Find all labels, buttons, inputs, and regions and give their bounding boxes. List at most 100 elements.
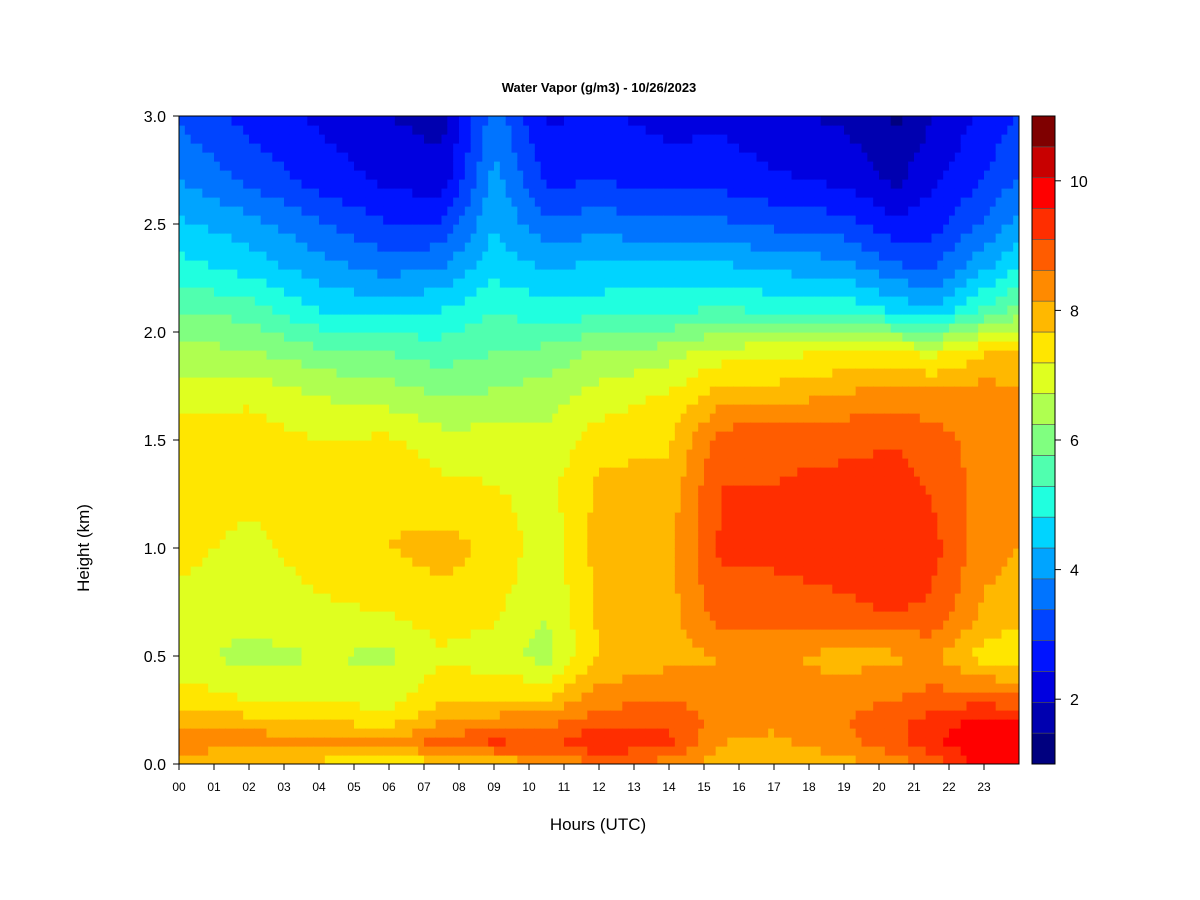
heatmap-cell <box>424 368 431 378</box>
heatmap-cell <box>494 305 501 315</box>
heatmap-cell <box>394 296 402 306</box>
heatmap-cell <box>482 539 489 549</box>
heatmap-cell <box>453 233 460 243</box>
heatmap-cell <box>482 530 489 540</box>
heatmap-cell <box>482 656 489 666</box>
heatmap-cell <box>523 413 530 423</box>
heatmap-cell <box>575 494 583 504</box>
heatmap-cell <box>494 386 501 396</box>
heatmap-cell <box>540 503 548 513</box>
heatmap-cell <box>534 719 542 729</box>
heatmap-cell <box>424 701 431 711</box>
heatmap-cell <box>301 350 308 360</box>
heatmap-cell <box>301 557 308 567</box>
heatmap-cell <box>499 476 507 486</box>
heatmap-cell <box>319 512 326 522</box>
heatmap-cell <box>447 260 454 270</box>
heatmap-cell <box>482 305 489 315</box>
heatmap-cell <box>482 359 489 369</box>
heatmap-cell <box>546 332 553 342</box>
heatmap-cell <box>394 125 402 135</box>
heatmap-cell <box>319 350 326 360</box>
heatmap-cell <box>272 359 279 369</box>
heatmap-cell <box>179 521 186 531</box>
heatmap-cell <box>453 476 460 486</box>
heatmap-cell <box>534 476 542 486</box>
heatmap-cell <box>208 134 215 144</box>
heatmap-cell <box>208 575 215 585</box>
heatmap-cell <box>389 170 396 180</box>
heatmap-cell <box>470 656 478 666</box>
heatmap-cell <box>295 134 303 144</box>
heatmap-cell <box>453 314 460 324</box>
heatmap-cell <box>406 152 413 162</box>
heatmap-cell <box>412 593 419 603</box>
heatmap-cell <box>406 737 413 747</box>
heatmap-cell <box>453 539 460 549</box>
heatmap-cell <box>295 368 303 378</box>
heatmap-cell <box>243 701 250 711</box>
heatmap-cell <box>336 422 343 432</box>
heatmap-cell <box>371 584 378 594</box>
heatmap-cell <box>476 386 483 396</box>
heatmap-cell <box>540 485 548 495</box>
heatmap-cell <box>499 305 507 315</box>
heatmap-cell <box>511 386 518 396</box>
heatmap-cell <box>400 170 408 180</box>
heatmap-cell <box>534 449 542 459</box>
heatmap-cell <box>435 665 443 675</box>
heatmap-cell <box>523 593 530 603</box>
heatmap-cell <box>441 242 448 252</box>
heatmap-cell <box>494 701 501 711</box>
heatmap-cell <box>494 548 501 558</box>
heatmap-cell <box>289 152 297 162</box>
heatmap-cell <box>336 611 343 621</box>
heatmap-cell <box>354 341 361 351</box>
heatmap-cell <box>190 575 198 585</box>
heatmap-cell <box>214 332 221 342</box>
heatmap-cell <box>190 683 198 693</box>
heatmap-cell <box>190 647 198 657</box>
heatmap-cell <box>441 350 448 360</box>
heatmap-cell <box>348 152 355 162</box>
heatmap-cell <box>278 269 285 279</box>
heatmap-cell <box>377 206 384 216</box>
heatmap-cell <box>324 413 332 423</box>
heatmap-cell <box>482 665 489 675</box>
heatmap-cell <box>284 314 291 324</box>
heatmap-cell <box>476 584 483 594</box>
heatmap-cell <box>365 728 373 738</box>
heatmap-cell <box>330 746 338 756</box>
heatmap-cell <box>429 566 437 576</box>
heatmap-cell <box>464 422 472 432</box>
heatmap-cell <box>470 206 478 216</box>
heatmap-cell <box>476 143 483 153</box>
heatmap-cell <box>575 755 583 764</box>
heatmap-cell <box>534 305 542 315</box>
heatmap-cell <box>196 161 203 171</box>
heatmap-cell <box>289 224 297 234</box>
heatmap-cell <box>435 287 443 297</box>
heatmap-cell <box>243 593 250 603</box>
heatmap-cell <box>517 710 524 720</box>
heatmap-cell <box>459 647 466 657</box>
heatmap-cell <box>202 602 209 612</box>
heatmap-cell <box>284 134 291 144</box>
heatmap-cell <box>202 503 209 513</box>
heatmap-cell <box>237 368 244 378</box>
heatmap-cell <box>278 332 285 342</box>
heatmap-cell <box>272 323 279 333</box>
heatmap-cell <box>231 341 238 351</box>
heatmap-cell <box>389 683 396 693</box>
heatmap-cell <box>564 728 571 738</box>
heatmap-cell <box>394 539 402 549</box>
heatmap-cell <box>534 611 542 621</box>
heatmap-cell <box>389 179 396 189</box>
heatmap-cell <box>569 512 577 522</box>
heatmap-cell <box>470 665 478 675</box>
heatmap-cell <box>179 197 186 207</box>
heatmap-cell <box>412 512 419 522</box>
heatmap-cell <box>289 305 297 315</box>
heatmap-cell <box>394 620 402 630</box>
heatmap-cell <box>429 233 437 243</box>
